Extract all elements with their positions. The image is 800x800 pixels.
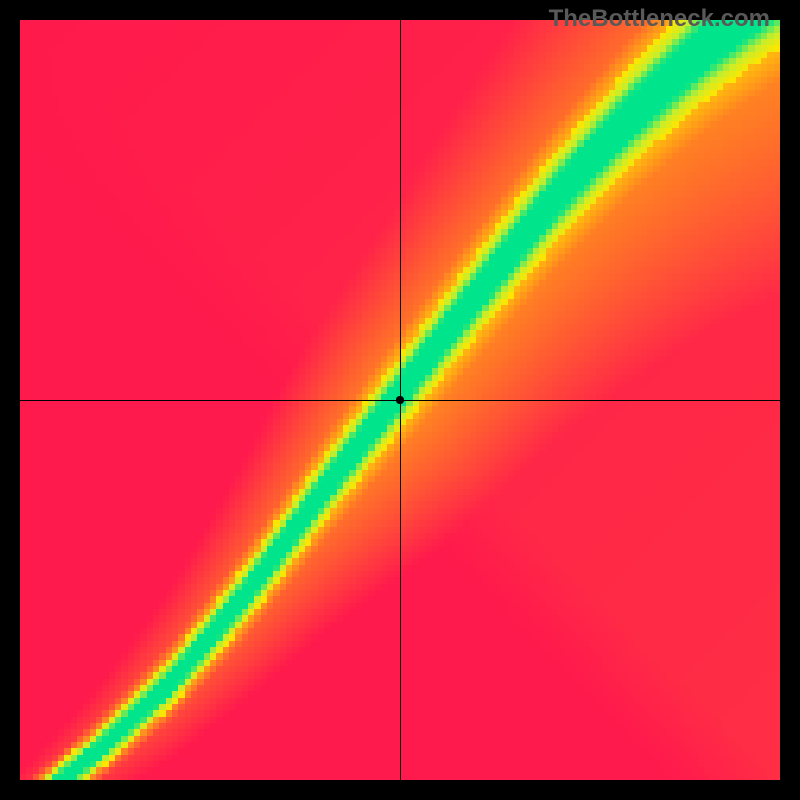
bottleneck-heatmap <box>0 0 800 800</box>
watermark-text: TheBottleneck.com <box>549 5 770 33</box>
